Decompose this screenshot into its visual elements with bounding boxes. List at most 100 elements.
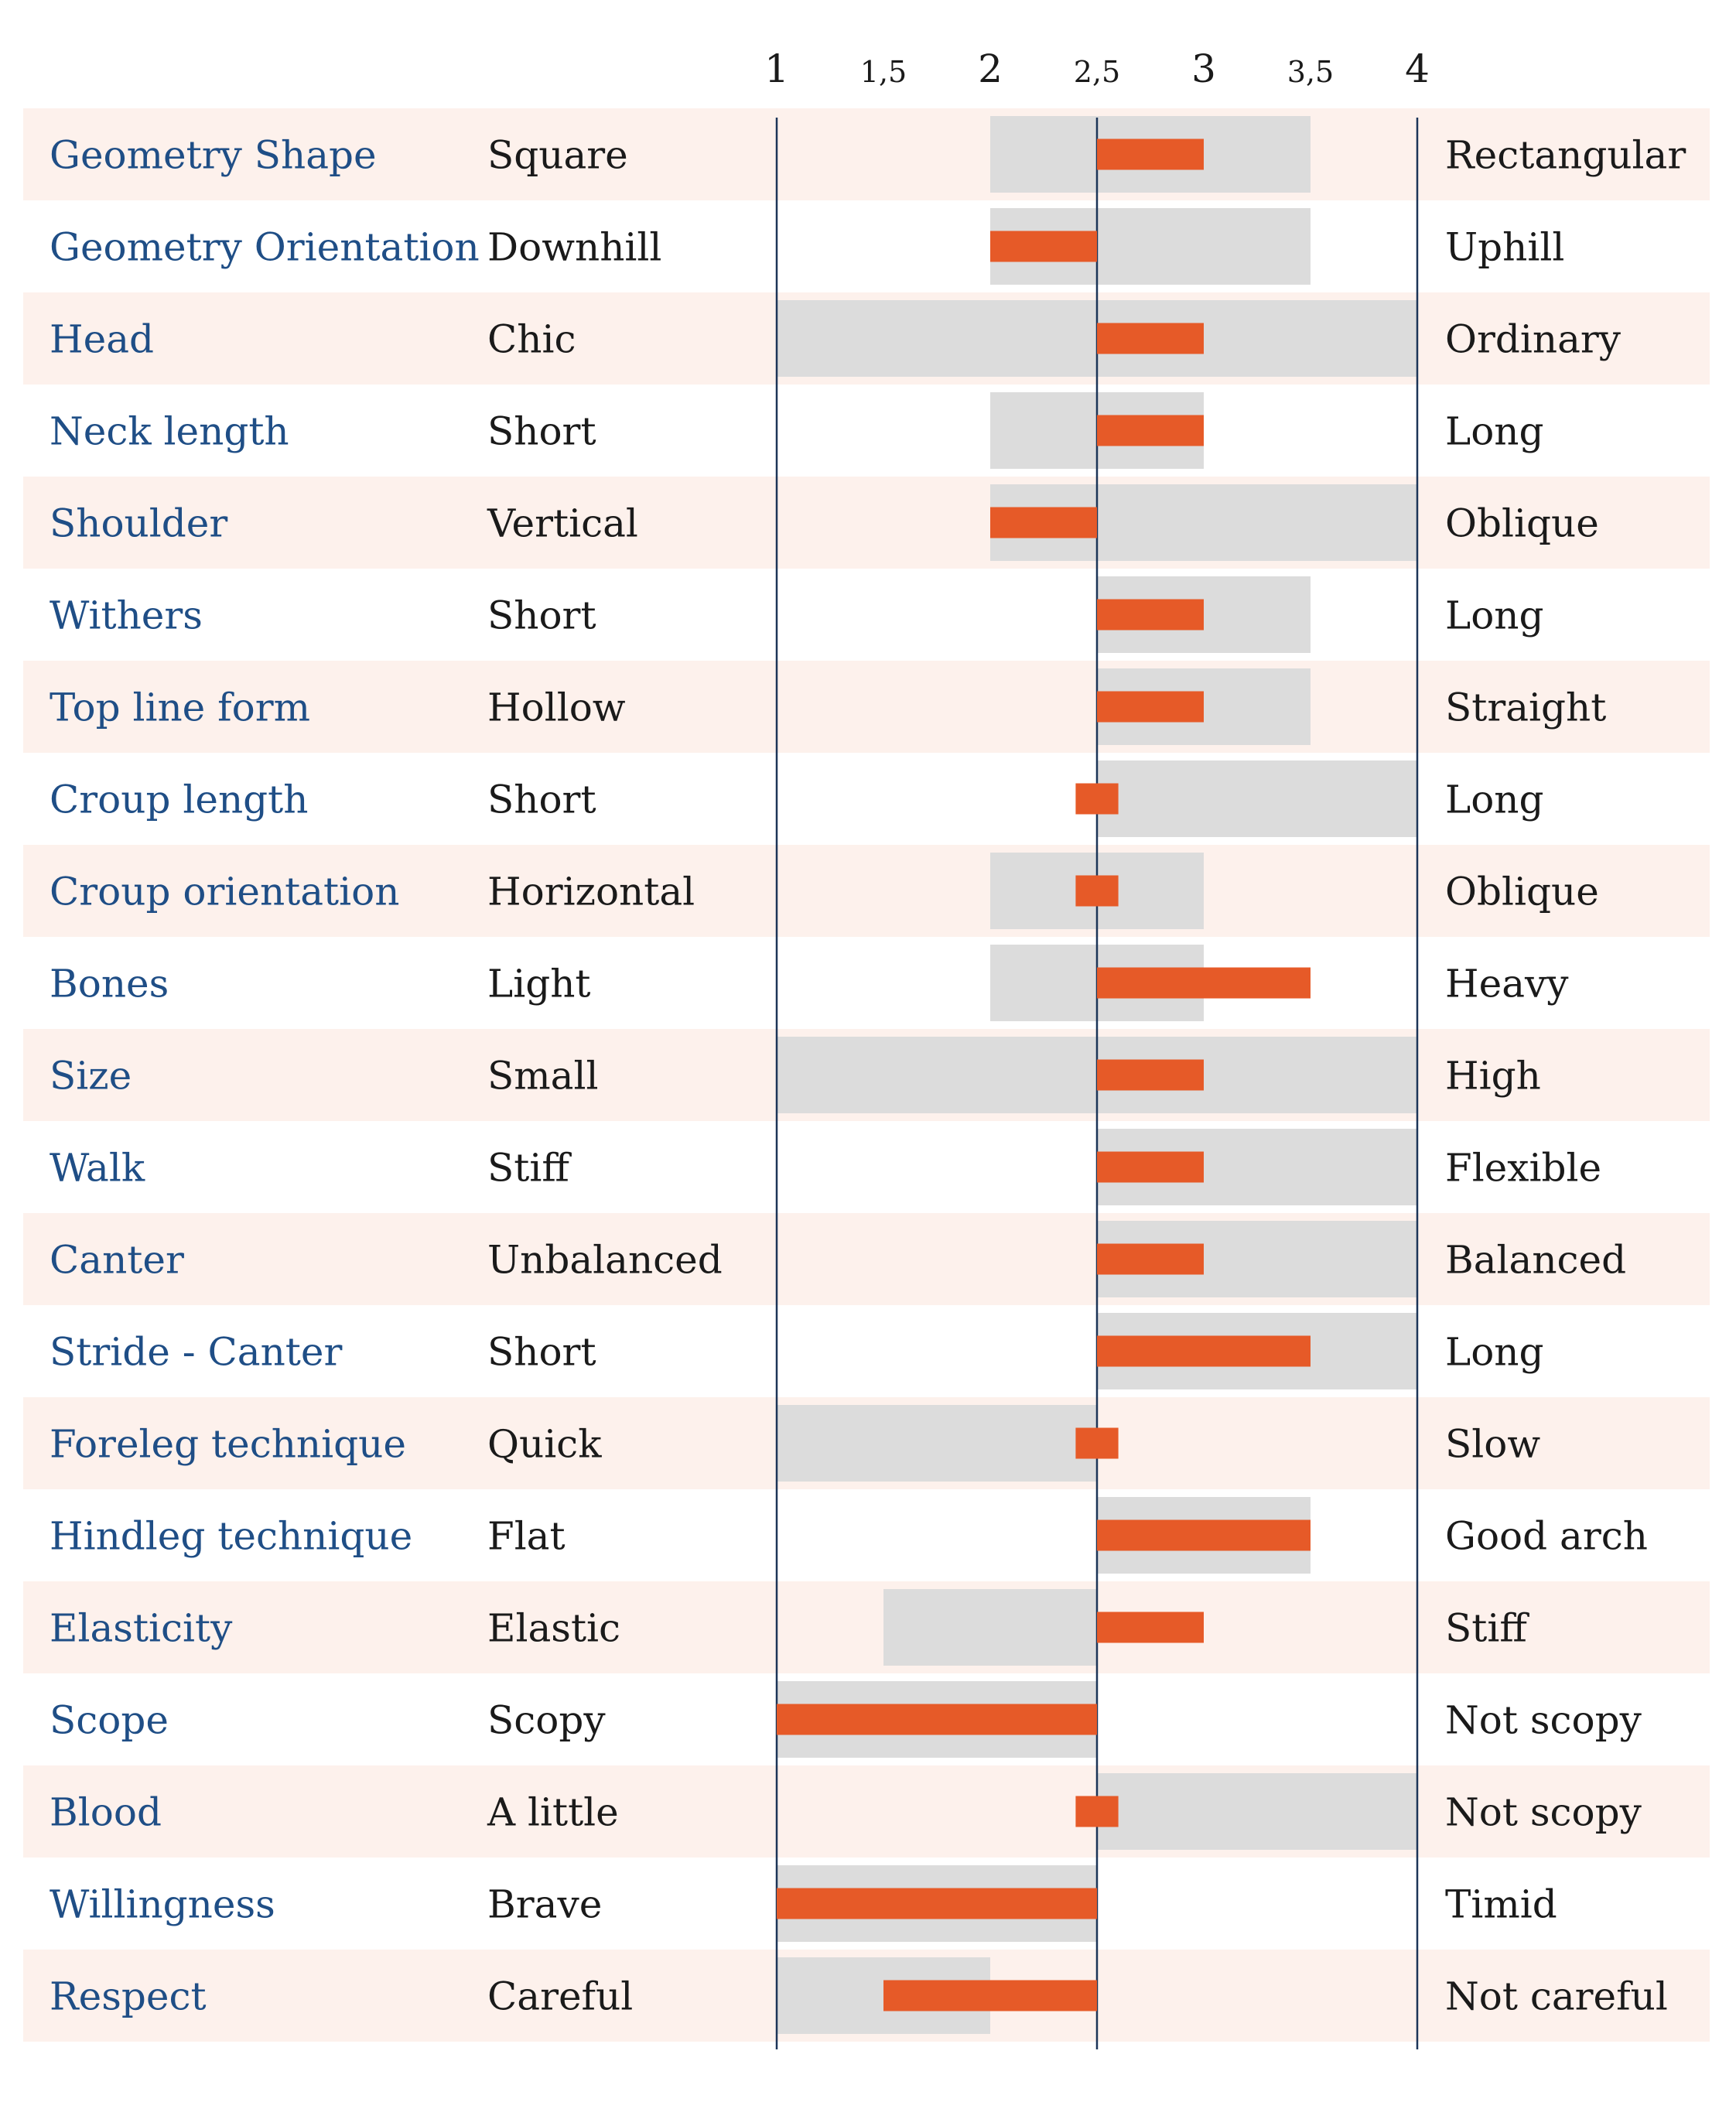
value-bar-foreleg-technique (1075, 1427, 1119, 1459)
left-pole-label: Short (487, 593, 596, 638)
trait-label: Respect (50, 1974, 207, 2019)
left-pole-label: Elastic (487, 1606, 620, 1651)
value-bar-top-line-form (1097, 691, 1204, 723)
value-bars (777, 138, 1311, 2011)
left-pole-label: Unbalanced (487, 1238, 723, 1283)
trait-label: Stride - Canter (50, 1330, 342, 1375)
right-pole-label: Long (1445, 1330, 1544, 1375)
tick-label: 3 (1191, 46, 1216, 91)
left-pole-label: Light (487, 962, 591, 1007)
value-bar-bones (1097, 967, 1311, 999)
tick-label: 1,5 (860, 55, 907, 89)
row-band-blood (23, 1765, 1710, 1858)
left-pole-label: Quick (487, 1422, 602, 1467)
right-pole-label: Timid (1445, 1882, 1557, 1927)
left-pole-label: Short (487, 1330, 596, 1375)
trait-label: Head (50, 317, 154, 362)
tick-label: 1 (764, 46, 789, 91)
left-pole-label: Horizontal (487, 870, 695, 914)
left-pole-label: Scopy (487, 1698, 606, 1743)
row-band-neck-length (23, 385, 1710, 477)
tick-label: 2 (978, 46, 1003, 91)
trait-label: Shoulder (50, 501, 227, 546)
value-bar-blood (1075, 1796, 1119, 1827)
value-bar-elasticity (1097, 1612, 1204, 1643)
trait-label: Canter (50, 1238, 184, 1283)
value-bar-croup-orientation (1075, 875, 1119, 907)
trait-label: Walk (50, 1146, 145, 1191)
left-pole-label: Brave (487, 1882, 602, 1927)
value-bar-respect (883, 1980, 1097, 2011)
trait-label: Elasticity (50, 1606, 233, 1651)
value-bar-walk (1097, 1151, 1204, 1183)
trait-label: Neck length (50, 409, 289, 454)
tick-label: 4 (1405, 46, 1430, 91)
row-band-shoulder (23, 477, 1710, 569)
range-bar-blood (1097, 1773, 1417, 1850)
left-pole-label: Small (487, 1054, 598, 1099)
right-pole-label: High (1445, 1054, 1541, 1099)
right-pole-label: Uphill (1445, 225, 1564, 270)
value-bar-canter (1097, 1243, 1204, 1275)
value-bar-shoulder (990, 507, 1097, 538)
right-pole-label: Heavy (1445, 962, 1569, 1007)
left-pole-label: Short (487, 409, 596, 454)
value-bar-neck-length (1097, 415, 1204, 446)
row-band-walk (23, 1121, 1710, 1213)
value-bar-hindleg-technique (1097, 1519, 1311, 1551)
row-band-geometry-orientation (23, 200, 1710, 292)
value-bar-size (1097, 1059, 1204, 1091)
left-pole-label: Stiff (487, 1146, 572, 1191)
left-pole-label: Square (487, 133, 628, 178)
row-bands (23, 108, 1710, 2042)
right-pole-label: Ordinary (1445, 317, 1622, 362)
right-pole-label: Balanced (1445, 1238, 1626, 1283)
x-axis-ticks: 1 1,5 2 2,5 3 3,5 4 (764, 46, 1430, 91)
value-bar-scope (777, 1704, 1097, 1735)
right-pole-label: Good arch (1445, 1514, 1648, 1559)
trait-label: Croup orientation (50, 870, 399, 914)
row-band-canter (23, 1213, 1710, 1305)
trait-label: Geometry Shape (50, 133, 377, 178)
trait-label: Top line form (50, 685, 310, 730)
value-bar-withers (1097, 599, 1204, 631)
left-pole-label: Vertical (487, 501, 638, 546)
row-labels: Geometry Shape Square Rectangular Geometry … (50, 133, 1686, 2019)
right-pole-label: Long (1445, 593, 1544, 638)
right-pole-label: Flexible (1445, 1146, 1601, 1191)
range-bar-foreleg-technique (777, 1405, 1097, 1482)
right-pole-label: Not scopy (1445, 1790, 1642, 1835)
row-band-hindleg-technique (23, 1489, 1710, 1581)
value-bar-stride-canter (1097, 1335, 1311, 1367)
left-pole-label: Chic (487, 317, 576, 362)
row-band-elasticity (23, 1581, 1710, 1673)
right-pole-label: Rectangular (1445, 133, 1686, 178)
right-pole-label: Long (1445, 409, 1544, 454)
trait-label: Size (50, 1054, 132, 1099)
tick-label: 2,5 (1074, 55, 1120, 89)
left-pole-label: Careful (487, 1974, 633, 2019)
range-bar-croup-length (1097, 760, 1417, 837)
trait-label: Blood (50, 1790, 162, 1835)
left-pole-label: A little (487, 1790, 619, 1835)
right-pole-label: Slow (1445, 1422, 1540, 1467)
trait-label: Scope (50, 1698, 169, 1743)
row-band-croup-length (23, 753, 1710, 845)
trait-label: Geometry Orientation (50, 225, 480, 270)
value-bar-croup-length (1075, 783, 1119, 815)
value-bar-geometry-shape (1097, 138, 1204, 170)
left-pole-label: Downhill (487, 225, 661, 270)
row-band-bones (23, 937, 1710, 1029)
row-band-geometry-shape (23, 108, 1710, 200)
right-pole-label: Long (1445, 778, 1544, 822)
row-band-croup-orientation (23, 845, 1710, 937)
left-pole-label: Short (487, 778, 596, 822)
value-bar-head (1097, 323, 1204, 354)
right-pole-label: Not scopy (1445, 1698, 1642, 1743)
row-band-withers (23, 569, 1710, 661)
right-pole-label: Oblique (1445, 870, 1599, 914)
right-pole-label: Not careful (1445, 1974, 1668, 2019)
value-bar-geometry-orientation (990, 231, 1097, 262)
range-bar-elasticity (883, 1589, 1097, 1666)
